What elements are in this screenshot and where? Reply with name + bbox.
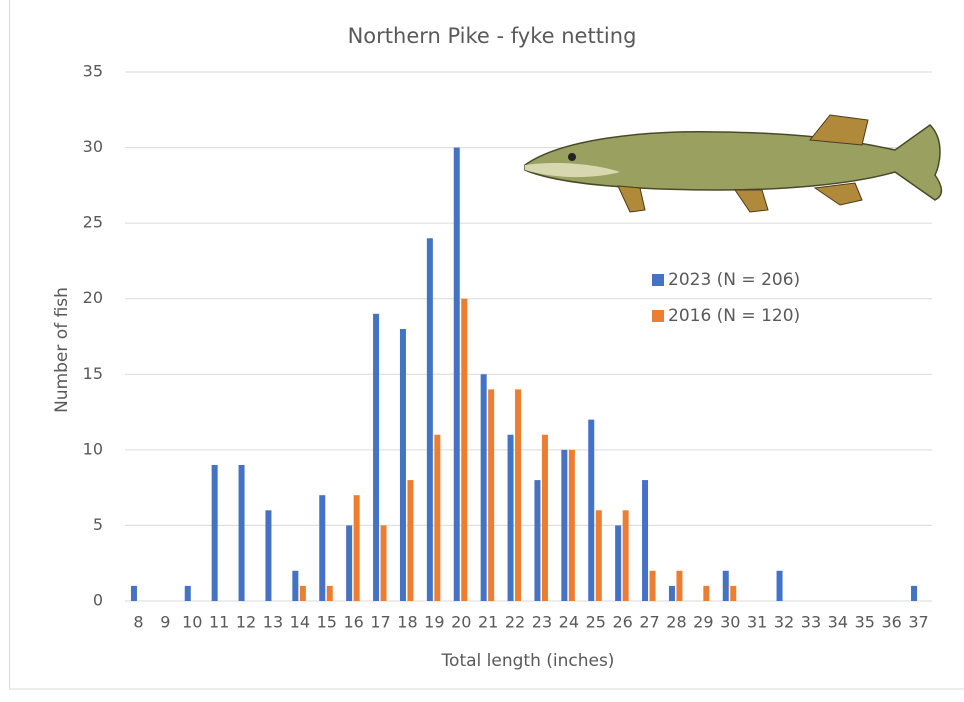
bar bbox=[346, 525, 353, 601]
bar bbox=[238, 464, 245, 601]
bar bbox=[407, 480, 414, 601]
bar bbox=[615, 525, 622, 601]
bar bbox=[568, 449, 575, 601]
chart-title: Northern Pike - fyke netting bbox=[348, 24, 637, 48]
bar bbox=[730, 585, 737, 601]
bar bbox=[184, 585, 191, 601]
bar bbox=[292, 570, 299, 601]
bar bbox=[507, 434, 514, 601]
y-tick-label: 0 bbox=[93, 591, 103, 610]
bar bbox=[541, 434, 548, 601]
bar bbox=[373, 313, 380, 601]
y-tick-label: 35 bbox=[83, 62, 103, 81]
x-tick-label: 16 bbox=[343, 613, 363, 632]
x-tick-label: 36 bbox=[881, 613, 901, 632]
bar bbox=[480, 374, 487, 601]
x-tick-label: 12 bbox=[236, 613, 256, 632]
bar bbox=[515, 389, 522, 601]
x-tick-label: 32 bbox=[774, 613, 794, 632]
bar bbox=[326, 585, 333, 601]
x-tick-label: 14 bbox=[290, 613, 310, 632]
x-tick-label: 30 bbox=[720, 613, 740, 632]
x-tick-label: 23 bbox=[532, 613, 552, 632]
x-axis-label: Total length (inches) bbox=[441, 651, 615, 671]
y-tick-label: 20 bbox=[83, 288, 103, 307]
x-tick-label: 15 bbox=[317, 613, 337, 632]
bar bbox=[211, 464, 218, 601]
bar bbox=[668, 585, 675, 601]
bar bbox=[722, 570, 729, 601]
x-tick-label: 37 bbox=[908, 613, 928, 632]
x-tick-label: 33 bbox=[801, 613, 821, 632]
bar bbox=[561, 449, 568, 601]
x-tick-label: 18 bbox=[397, 613, 417, 632]
y-tick-label: 5 bbox=[93, 515, 103, 534]
bar bbox=[130, 585, 137, 601]
x-tick-label: 17 bbox=[370, 613, 390, 632]
bar bbox=[622, 510, 629, 601]
legend-swatch bbox=[652, 310, 664, 322]
x-tick-label: 27 bbox=[639, 613, 659, 632]
y-axis-label: Number of fish bbox=[52, 287, 72, 413]
bar bbox=[588, 419, 595, 601]
pike-illustration bbox=[524, 114, 943, 213]
bar bbox=[399, 328, 406, 601]
bar bbox=[911, 585, 918, 601]
x-tick-label: 26 bbox=[612, 613, 632, 632]
bar bbox=[265, 510, 272, 601]
bar bbox=[353, 495, 360, 601]
x-tick-label: 8 bbox=[133, 613, 143, 632]
bar bbox=[461, 298, 468, 601]
x-tick-label: 25 bbox=[586, 613, 606, 632]
bar bbox=[299, 585, 306, 601]
legend-label: 2016 (N = 120) bbox=[668, 306, 800, 326]
y-tick-label: 15 bbox=[83, 364, 103, 383]
bar bbox=[319, 495, 326, 601]
x-tick-label: 29 bbox=[693, 613, 713, 632]
legend-swatch bbox=[652, 274, 664, 286]
chart-border bbox=[9, 0, 964, 690]
bar bbox=[453, 147, 460, 602]
bar bbox=[380, 525, 387, 601]
x-tick-label: 24 bbox=[559, 613, 579, 632]
y-tick-label: 30 bbox=[83, 137, 103, 156]
x-tick-label: 9 bbox=[160, 613, 170, 632]
x-tick-label: 21 bbox=[478, 613, 498, 632]
bar bbox=[642, 480, 649, 601]
bar bbox=[703, 585, 710, 601]
x-tick-label: 34 bbox=[828, 613, 848, 632]
bar bbox=[534, 480, 541, 601]
legend-label: 2023 (N = 206) bbox=[668, 270, 800, 290]
x-tick-label: 31 bbox=[747, 613, 767, 632]
x-tick-label: 22 bbox=[505, 613, 525, 632]
bar bbox=[676, 570, 683, 601]
bar bbox=[649, 570, 656, 601]
y-tick-label: 25 bbox=[83, 213, 103, 232]
x-tick-label: 10 bbox=[182, 613, 202, 632]
bar bbox=[426, 238, 433, 601]
x-tick-label: 35 bbox=[855, 613, 875, 632]
bar bbox=[776, 570, 783, 601]
y-tick-label: 10 bbox=[83, 439, 103, 458]
x-tick-label: 20 bbox=[451, 613, 471, 632]
bar bbox=[488, 389, 495, 601]
x-tick-label: 19 bbox=[424, 613, 444, 632]
x-tick-label: 13 bbox=[263, 613, 283, 632]
x-tick-label: 11 bbox=[209, 613, 229, 632]
bar bbox=[434, 434, 441, 601]
bar bbox=[595, 510, 602, 601]
x-tick-label: 28 bbox=[666, 613, 686, 632]
